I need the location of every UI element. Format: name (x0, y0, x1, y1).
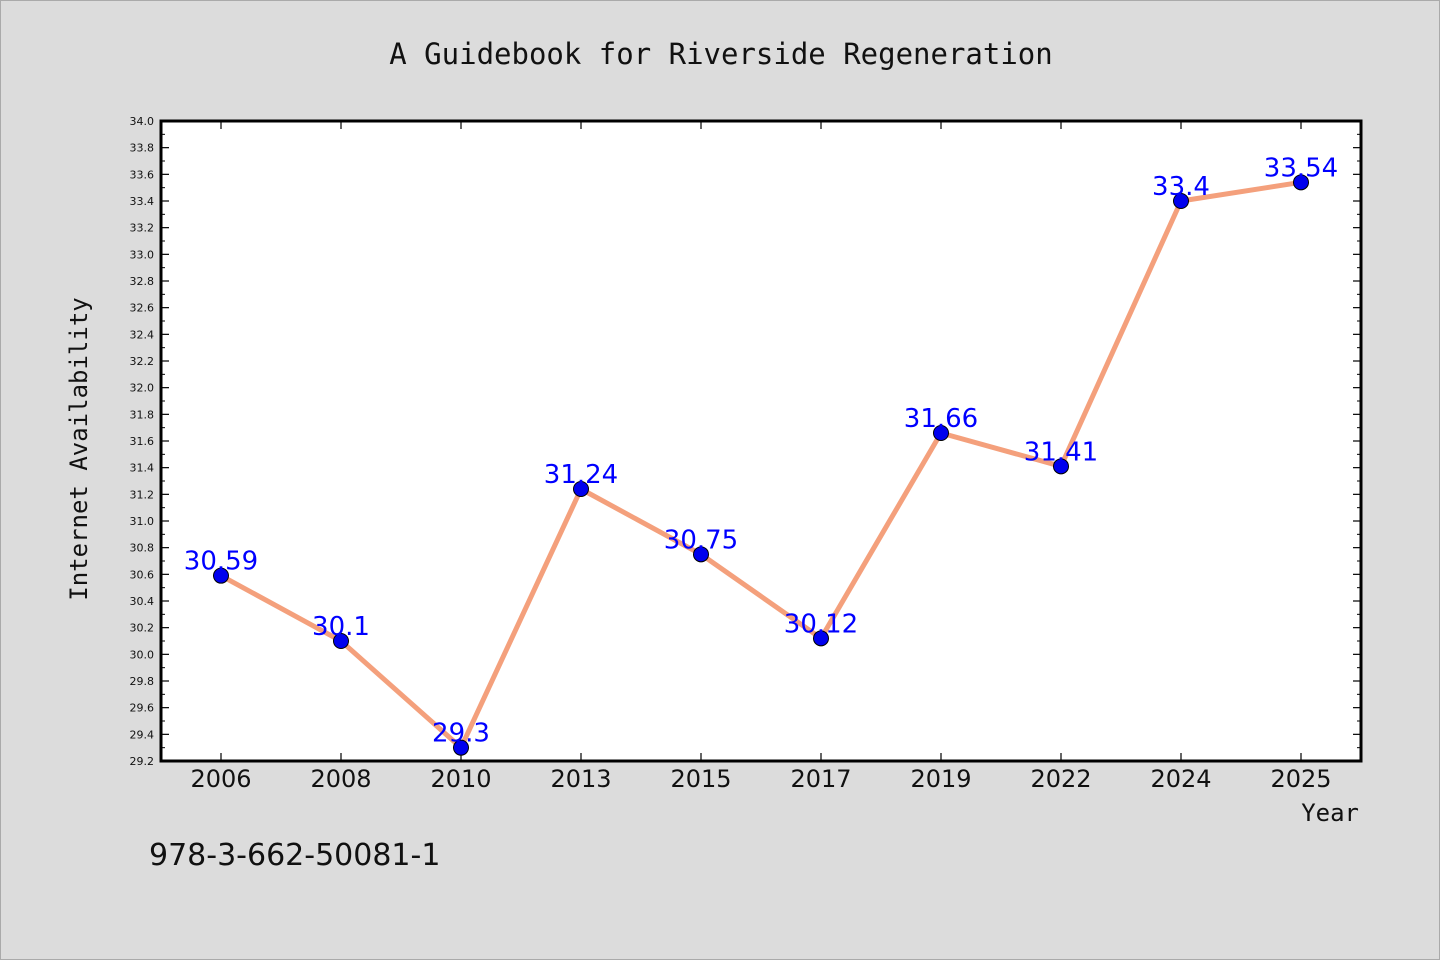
y-tick-label: 31.4 (130, 462, 155, 475)
data-point-marker (453, 739, 469, 756)
y-tick-label: 31.6 (130, 435, 155, 448)
data-point-marker (573, 481, 589, 497)
y-tick-label: 34.0 (130, 115, 155, 128)
data-labels-group: 30.59 30.1 29.3 31.24 30.75 30.12 31.66 31.41 33… (184, 153, 1338, 748)
y-axis: 29.2 29.4 29.6 29.8 30.0 30.2 30.4 30.6 30.8 31.0… (130, 115, 1361, 768)
x-tick-label: 2013 (550, 765, 611, 793)
y-tick-label: 33.8 (130, 142, 155, 155)
y-tick-label: 33.4 (130, 195, 155, 208)
data-label: 31.24 (544, 460, 618, 490)
data-point-marker (933, 425, 949, 441)
data-label: 29.3 (432, 719, 490, 749)
x-tick-label: 2008 (310, 765, 371, 793)
data-point-marker (1173, 193, 1189, 209)
data-point-marker (1293, 174, 1309, 191)
x-tick-label: 2025 (1270, 765, 1331, 793)
y-tick-label: 33.2 (130, 222, 155, 235)
series-line-group (218, 179, 1304, 751)
y-tick-label: 31.8 (130, 408, 155, 421)
data-point-marker (333, 633, 349, 649)
y-tick-label: 30.2 (130, 622, 155, 635)
data-label: 33.54 (1264, 153, 1338, 183)
y-tick-label: 30.4 (130, 595, 155, 608)
y-tick-label: 33.0 (130, 248, 155, 261)
x-tick-label: 2015 (670, 765, 731, 793)
data-label: 30.12 (784, 609, 858, 639)
y-tick-label: 32.4 (130, 328, 155, 341)
y-tick-label: 29.4 (130, 728, 155, 741)
chart-title: A Guidebook for Riverside Regeneration (389, 37, 1052, 71)
data-label: 30.1 (312, 612, 370, 642)
y-tick-label: 29.6 (130, 702, 155, 715)
plot-area (159, 119, 1363, 763)
y-tick-label: 33.6 (130, 168, 155, 181)
isbn-text: 978-3-662-50081-1 (149, 838, 440, 873)
data-point-marker (213, 567, 229, 584)
x-tick-label: 2017 (790, 765, 851, 793)
y-tick-label: 32.6 (130, 302, 155, 315)
data-label: 33.4 (1152, 172, 1210, 202)
x-tick-label: 2022 (1030, 765, 1091, 793)
data-label: 30.75 (664, 525, 738, 555)
x-axis: 2006 2008 2010 2013 2015 2017 2019 2022 2024 2025 (190, 121, 1332, 793)
data-label: 30.59 (184, 547, 258, 577)
x-tick-label: 2019 (910, 765, 971, 793)
data-point-marker (813, 630, 829, 647)
x-tick-label: 2006 (190, 765, 251, 793)
y-tick-label: 29.8 (130, 675, 155, 688)
markers-group (213, 174, 1309, 756)
y-tick-label: 30.6 (130, 568, 155, 581)
y-tick-label: 31.2 (130, 488, 155, 501)
series-line (218, 179, 1304, 751)
y-tick-label: 32.0 (130, 382, 155, 395)
y-tick-label: 30.8 (130, 542, 155, 555)
x-axis-label: Year (1301, 799, 1359, 827)
y-tick-label: 32.2 (130, 355, 155, 368)
y-tick-label: 30.0 (130, 648, 155, 661)
data-label: 31.41 (1024, 437, 1098, 467)
y-tick-label: 29.2 (130, 755, 155, 768)
x-tick-label: 2010 (430, 765, 491, 793)
y-axis-label: Internet Availability (65, 297, 93, 600)
data-point-marker (693, 546, 709, 563)
data-point-marker (1053, 458, 1069, 475)
x-tick-label: 2024 (1150, 765, 1211, 793)
data-label: 31.66 (904, 404, 978, 434)
y-tick-label: 31.0 (130, 515, 155, 528)
y-tick-label: 32.8 (130, 275, 155, 288)
